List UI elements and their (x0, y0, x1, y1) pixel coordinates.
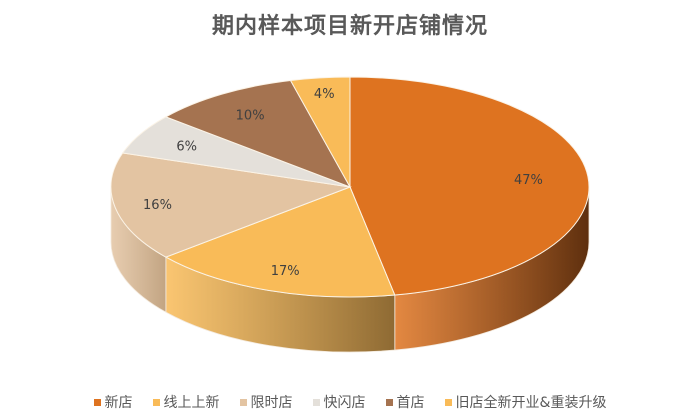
pie-top-faces (110, 76, 590, 298)
pie-side-walls (110, 186, 590, 353)
svg-text:10%: 10% (236, 109, 265, 124)
legend-item-popup-store[interactable]: 快闪店 (312, 392, 366, 412)
svg-text:16%: 16% (143, 198, 172, 213)
legend-label: 旧店全新开业&重装升级 (455, 395, 607, 411)
pie-labels: 47% 17% 16% 6% 10% 4% (143, 87, 543, 279)
legend-label: 首店 (396, 395, 425, 411)
legend-swatch (444, 398, 452, 406)
legend-swatch (312, 398, 320, 406)
legend-swatch (385, 398, 393, 406)
pie-slice[interactable] (164, 79, 352, 188)
legend-label: 线上上新 (163, 395, 220, 411)
pie-slice[interactable] (164, 186, 396, 298)
svg-text:17%: 17% (271, 264, 300, 279)
svg-text:47%: 47% (514, 173, 543, 188)
legend-item-limited-store[interactable]: 限时店 (239, 392, 293, 412)
svg-text:4%: 4% (314, 87, 335, 102)
svg-text:6%: 6% (176, 140, 197, 155)
legend-label: 限时店 (250, 395, 293, 411)
legend-item-new-store[interactable]: 新店 (93, 392, 133, 412)
legend-item-renovated-store[interactable]: 旧店全新开业&重装升级 (444, 392, 607, 412)
pie-slice[interactable] (349, 76, 590, 296)
chart-title: 期内样本项目新开店铺情况 (211, 14, 488, 39)
pie-slice[interactable] (289, 76, 351, 189)
legend-swatch (93, 398, 101, 406)
legend-swatch (152, 398, 160, 406)
legend-label: 快闪店 (323, 395, 366, 411)
pie-slice[interactable] (110, 152, 352, 258)
legend-swatch (239, 398, 247, 406)
chart-legend: 新店 线上上新 限时店 快闪店 首店 旧店全新开业&重装升级 (0, 392, 700, 412)
legend-label: 新店 (104, 395, 133, 411)
legend-item-online-launch[interactable]: 线上上新 (152, 392, 220, 412)
legend-item-flagship-first-store[interactable]: 首店 (385, 392, 425, 412)
